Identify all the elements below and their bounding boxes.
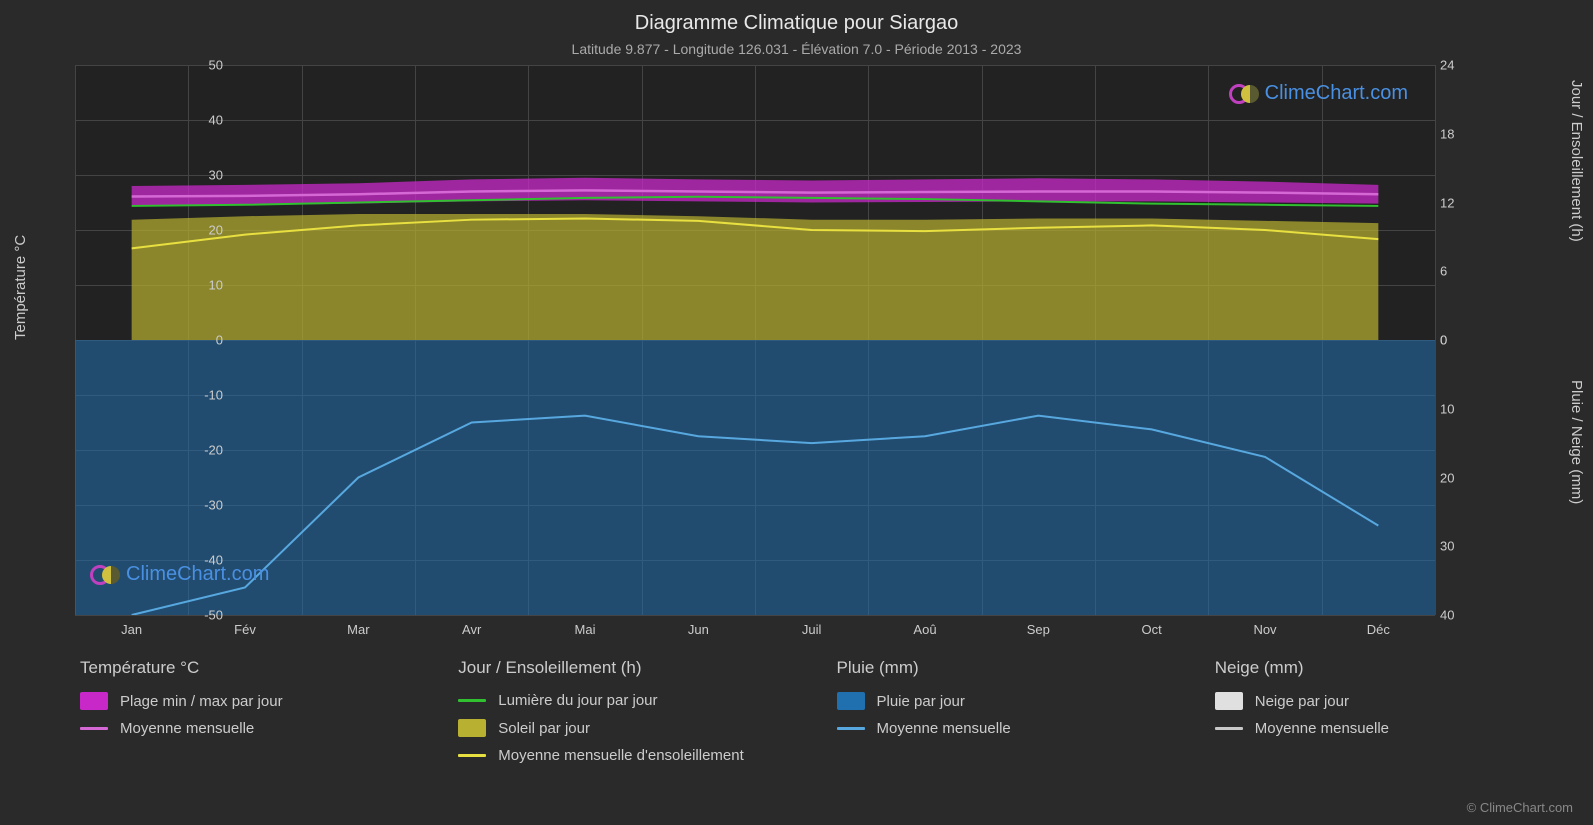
gridline-vertical (1322, 65, 1323, 615)
legend-swatch-icon (1215, 692, 1243, 710)
y-tick-left: 30 (83, 168, 223, 183)
gridline-vertical (415, 65, 416, 615)
legend-column: Neige (mm) Neige par jour Moyenne mensuell… (1215, 658, 1553, 774)
y-tick-left: -50 (83, 608, 223, 623)
gridline-horizontal (75, 615, 1435, 616)
x-tick-month: Aoû (913, 622, 936, 637)
x-tick-month: Nov (1253, 622, 1276, 637)
chart-subtitle: Latitude 9.877 - Longitude 126.031 - Élé… (0, 35, 1593, 57)
logo-icon (1229, 83, 1259, 105)
y-tick-left: -10 (83, 388, 223, 403)
legend: Température °C Plage min / max par jour Mo… (80, 658, 1553, 774)
legend-label: Plage min / max par jour (120, 693, 283, 710)
legend-swatch-icon (837, 692, 865, 710)
y-tick-right: 24 (1440, 58, 1454, 73)
gridline-vertical (868, 65, 869, 615)
legend-line-icon (458, 699, 486, 702)
legend-header: Neige (mm) (1215, 658, 1553, 678)
y-tick-right: 10 (1440, 401, 1454, 416)
gridline-vertical (75, 65, 76, 615)
legend-item: Lumière du jour par jour (458, 692, 796, 709)
watermark-top: ClimeChart.com (1229, 82, 1408, 105)
x-tick-month: Jun (688, 622, 709, 637)
x-tick-month: Mar (347, 622, 369, 637)
x-tick-month: Fév (234, 622, 256, 637)
legend-label: Neige par jour (1255, 693, 1349, 710)
gridline-vertical (642, 65, 643, 615)
y-tick-left: -20 (83, 443, 223, 458)
y-tick-left: -30 (83, 498, 223, 513)
legend-line-icon (458, 754, 486, 757)
legend-label: Moyenne mensuelle d'ensoleillement (498, 747, 744, 764)
legend-item: Plage min / max par jour (80, 692, 418, 710)
legend-column: Jour / Ensoleillement (h) Lumière du jour… (458, 658, 796, 774)
y-tick-left: 10 (83, 278, 223, 293)
legend-label: Pluie par jour (877, 693, 965, 710)
copyright: © ClimeChart.com (1467, 800, 1573, 815)
y-tick-right: 20 (1440, 470, 1454, 485)
legend-item: Soleil par jour (458, 719, 796, 737)
x-tick-month: Sep (1027, 622, 1050, 637)
y-axis-right-top-label: Jour / Ensoleillement (h) (1568, 80, 1585, 242)
legend-label: Moyenne mensuelle (877, 720, 1011, 737)
y-tick-left: -40 (83, 553, 223, 568)
legend-column: Température °C Plage min / max par jour Mo… (80, 658, 418, 774)
y-tick-left: 40 (83, 113, 223, 128)
legend-swatch-icon (80, 692, 108, 710)
legend-header: Pluie (mm) (837, 658, 1175, 678)
y-tick-left: 50 (83, 58, 223, 73)
legend-label: Lumière du jour par jour (498, 692, 657, 709)
legend-label: Moyenne mensuelle (1255, 720, 1389, 737)
legend-column: Pluie (mm) Pluie par jour Moyenne mensuell… (837, 658, 1175, 774)
y-axis-left-label: Température °C (12, 235, 29, 340)
y-tick-right: 6 (1440, 264, 1447, 279)
x-tick-month: Jan (121, 622, 142, 637)
y-tick-left: 20 (83, 223, 223, 238)
y-tick-right: 18 (1440, 126, 1454, 141)
gridline-vertical (982, 65, 983, 615)
watermark-text: ClimeChart.com (1265, 82, 1408, 105)
gridline-vertical (1208, 65, 1209, 615)
y-axis-right-bottom-label: Pluie / Neige (mm) (1568, 380, 1585, 504)
legend-item: Neige par jour (1215, 692, 1553, 710)
x-tick-month: Juil (802, 622, 822, 637)
legend-header: Jour / Ensoleillement (h) (458, 658, 796, 678)
y-tick-left: 0 (83, 333, 223, 348)
legend-item: Moyenne mensuelle (80, 720, 418, 737)
y-tick-right: 0 (1440, 333, 1447, 348)
legend-label: Soleil par jour (498, 720, 590, 737)
gridline-vertical (302, 65, 303, 615)
legend-item: Moyenne mensuelle d'ensoleillement (458, 747, 796, 764)
plot-area (75, 65, 1435, 615)
legend-label: Moyenne mensuelle (120, 720, 254, 737)
legend-line-icon (80, 727, 108, 730)
legend-item: Moyenne mensuelle (837, 720, 1175, 737)
legend-item: Moyenne mensuelle (1215, 720, 1553, 737)
x-tick-month: Mai (575, 622, 596, 637)
x-tick-month: Déc (1367, 622, 1390, 637)
legend-swatch-icon (458, 719, 486, 737)
legend-header: Température °C (80, 658, 418, 678)
y-tick-right: 30 (1440, 539, 1454, 554)
gridline-vertical (1435, 65, 1436, 615)
chart-title: Diagramme Climatique pour Siargao (0, 0, 1593, 35)
y-tick-right: 12 (1440, 195, 1454, 210)
x-tick-month: Oct (1142, 622, 1162, 637)
y-tick-right: 40 (1440, 608, 1454, 623)
legend-line-icon (1215, 727, 1243, 730)
x-tick-month: Avr (462, 622, 481, 637)
legend-line-icon (837, 727, 865, 730)
gridline-vertical (1095, 65, 1096, 615)
legend-item: Pluie par jour (837, 692, 1175, 710)
gridline-vertical (755, 65, 756, 615)
gridline-vertical (528, 65, 529, 615)
